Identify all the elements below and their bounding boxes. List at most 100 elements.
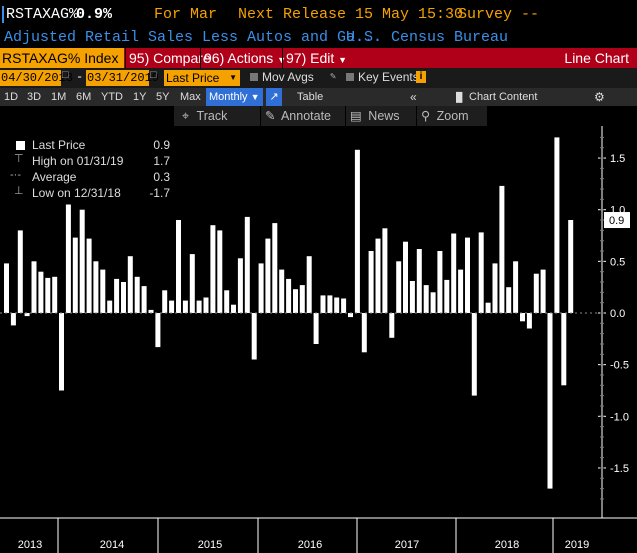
bar bbox=[100, 269, 106, 313]
last-value: 0.9% bbox=[76, 6, 113, 23]
bar bbox=[114, 278, 120, 313]
bar bbox=[451, 233, 457, 313]
bar bbox=[258, 263, 264, 313]
bar bbox=[217, 230, 223, 313]
pencil-icon[interactable]: ✎ bbox=[330, 71, 337, 82]
magnifier-icon: ⚲ bbox=[421, 109, 431, 123]
bar bbox=[547, 313, 553, 489]
caret-down-icon: ▼ bbox=[338, 55, 348, 65]
bar bbox=[568, 220, 574, 313]
edit-label: 97) Edit bbox=[286, 50, 335, 66]
caret-down-icon: ▼ bbox=[277, 55, 287, 65]
table-button[interactable]: Table bbox=[297, 91, 324, 103]
bar bbox=[24, 313, 30, 317]
legend-last-value: 0.9 bbox=[153, 138, 170, 152]
calendar-icon[interactable]: □ bbox=[150, 70, 157, 82]
field-select-label: Last Price bbox=[166, 71, 220, 85]
bar bbox=[286, 278, 292, 313]
legend-average-value: 0.3 bbox=[153, 170, 170, 184]
bar bbox=[244, 216, 250, 313]
bar bbox=[306, 256, 312, 313]
zoom-label: Zoom bbox=[436, 109, 469, 123]
bar bbox=[134, 276, 140, 313]
period-3d-button[interactable]: 3D bbox=[27, 91, 42, 103]
bar-chart[interactable]: 1.51.00.50.0-0.5-1.0-1.50.9 2013 2014 2015… bbox=[0, 126, 637, 553]
news-button[interactable]: ▤ News bbox=[346, 106, 416, 126]
collapse-left-icon[interactable]: « bbox=[410, 90, 417, 104]
bar bbox=[526, 313, 532, 329]
period-ytd-button[interactable]: YTD bbox=[101, 91, 123, 103]
bar bbox=[299, 285, 305, 313]
compare-button[interactable]: 95) Compare bbox=[125, 48, 211, 68]
x-tick-label: 2013 bbox=[18, 539, 42, 551]
calendar-icon[interactable]: □ bbox=[62, 70, 69, 82]
period-1m-button[interactable]: 1M bbox=[51, 91, 67, 103]
bar bbox=[540, 269, 546, 313]
security-header: RSTAXAG% 0.9% For Mar Next Release 15 Ma… bbox=[0, 0, 637, 28]
x-tick-label: 2014 bbox=[100, 539, 124, 551]
frequency-select[interactable]: Monthly ▼ bbox=[206, 88, 263, 106]
bar bbox=[520, 313, 525, 322]
bar bbox=[293, 289, 298, 313]
next-release: Next Release 15 May 15:30 bbox=[238, 6, 464, 23]
x-tick-label: 2017 bbox=[395, 539, 419, 551]
period-1y-button[interactable]: 1Y bbox=[133, 91, 147, 103]
annotate-button[interactable]: ✎ Annotate bbox=[261, 106, 345, 126]
frequency-label: Monthly bbox=[209, 91, 248, 103]
last-price-swatch bbox=[16, 141, 25, 150]
bar bbox=[465, 237, 470, 313]
chart-type-label[interactable]: Line Chart bbox=[564, 50, 629, 66]
x-tick-label: 2016 bbox=[298, 539, 322, 551]
annotate-label: Annotate bbox=[280, 109, 332, 123]
gear-icon[interactable]: ⚙ bbox=[594, 90, 605, 104]
bar bbox=[437, 251, 443, 313]
legend-high-value: 1.7 bbox=[153, 154, 170, 168]
field-select[interactable]: Last Price ▼ bbox=[164, 70, 240, 86]
low-marker-icon: ⊥ bbox=[14, 185, 24, 197]
bar bbox=[141, 286, 147, 313]
legend-low-value: -1.7 bbox=[149, 186, 170, 200]
source-name[interactable]: U.S. Census Bureau bbox=[346, 29, 509, 46]
info-icon[interactable]: i bbox=[416, 71, 426, 83]
key-events-checkbox[interactable] bbox=[346, 73, 354, 81]
y-tick-label: -0.5 bbox=[610, 360, 629, 372]
bar bbox=[10, 313, 16, 326]
zoom-button[interactable]: ⚲ Zoom bbox=[417, 106, 487, 126]
period-bar: 1D 3D 1M 6M YTD 1Y 5Y Max Monthly ▼ ↗ Ta… bbox=[0, 88, 637, 106]
bar bbox=[86, 238, 92, 313]
security-field[interactable]: RSTAXAG% Index bbox=[0, 48, 124, 68]
bar bbox=[162, 290, 168, 313]
chart-content-button[interactable]: Chart Content bbox=[469, 91, 538, 103]
period-6m-button[interactable]: 6M bbox=[76, 91, 92, 103]
bar bbox=[237, 258, 243, 313]
start-date-input[interactable]: 04/30/2013 bbox=[0, 70, 74, 86]
last-value-label: 0.9 bbox=[609, 215, 624, 227]
period-5y-button[interactable]: 5Y bbox=[156, 91, 170, 103]
bar bbox=[478, 232, 484, 313]
y-tick-label: -1.0 bbox=[610, 411, 629, 423]
end-date-input[interactable]: 03/31/2019 bbox=[86, 70, 160, 86]
bar bbox=[334, 297, 340, 313]
bar bbox=[72, 237, 78, 313]
track-label: Track bbox=[196, 109, 228, 123]
edit-button[interactable]: 97) Edit ▼ bbox=[282, 48, 348, 68]
ticker-symbol[interactable]: RSTAXAG% bbox=[2, 6, 78, 23]
legend-low-label: Low on 12/31/18 bbox=[32, 186, 121, 200]
actions-button[interactable]: 96) Actions ▼ bbox=[200, 48, 286, 68]
bar bbox=[327, 295, 333, 313]
bar bbox=[361, 313, 367, 353]
period-1d-button[interactable]: 1D bbox=[4, 91, 19, 103]
bar bbox=[485, 302, 491, 313]
legend-high-label: High on 01/31/19 bbox=[32, 154, 124, 168]
bar bbox=[107, 300, 113, 313]
news-label: News bbox=[368, 109, 400, 123]
line-chart-icon[interactable]: ↗ bbox=[266, 88, 282, 106]
y-tick-label: 1.5 bbox=[610, 153, 625, 165]
bar bbox=[121, 282, 126, 313]
bar bbox=[265, 238, 271, 313]
mov-avgs-checkbox[interactable] bbox=[250, 73, 258, 81]
bar bbox=[169, 300, 175, 313]
period-max-button[interactable]: Max bbox=[180, 91, 201, 103]
track-button[interactable]: ⌖ Track bbox=[174, 106, 260, 126]
bar bbox=[499, 185, 505, 313]
